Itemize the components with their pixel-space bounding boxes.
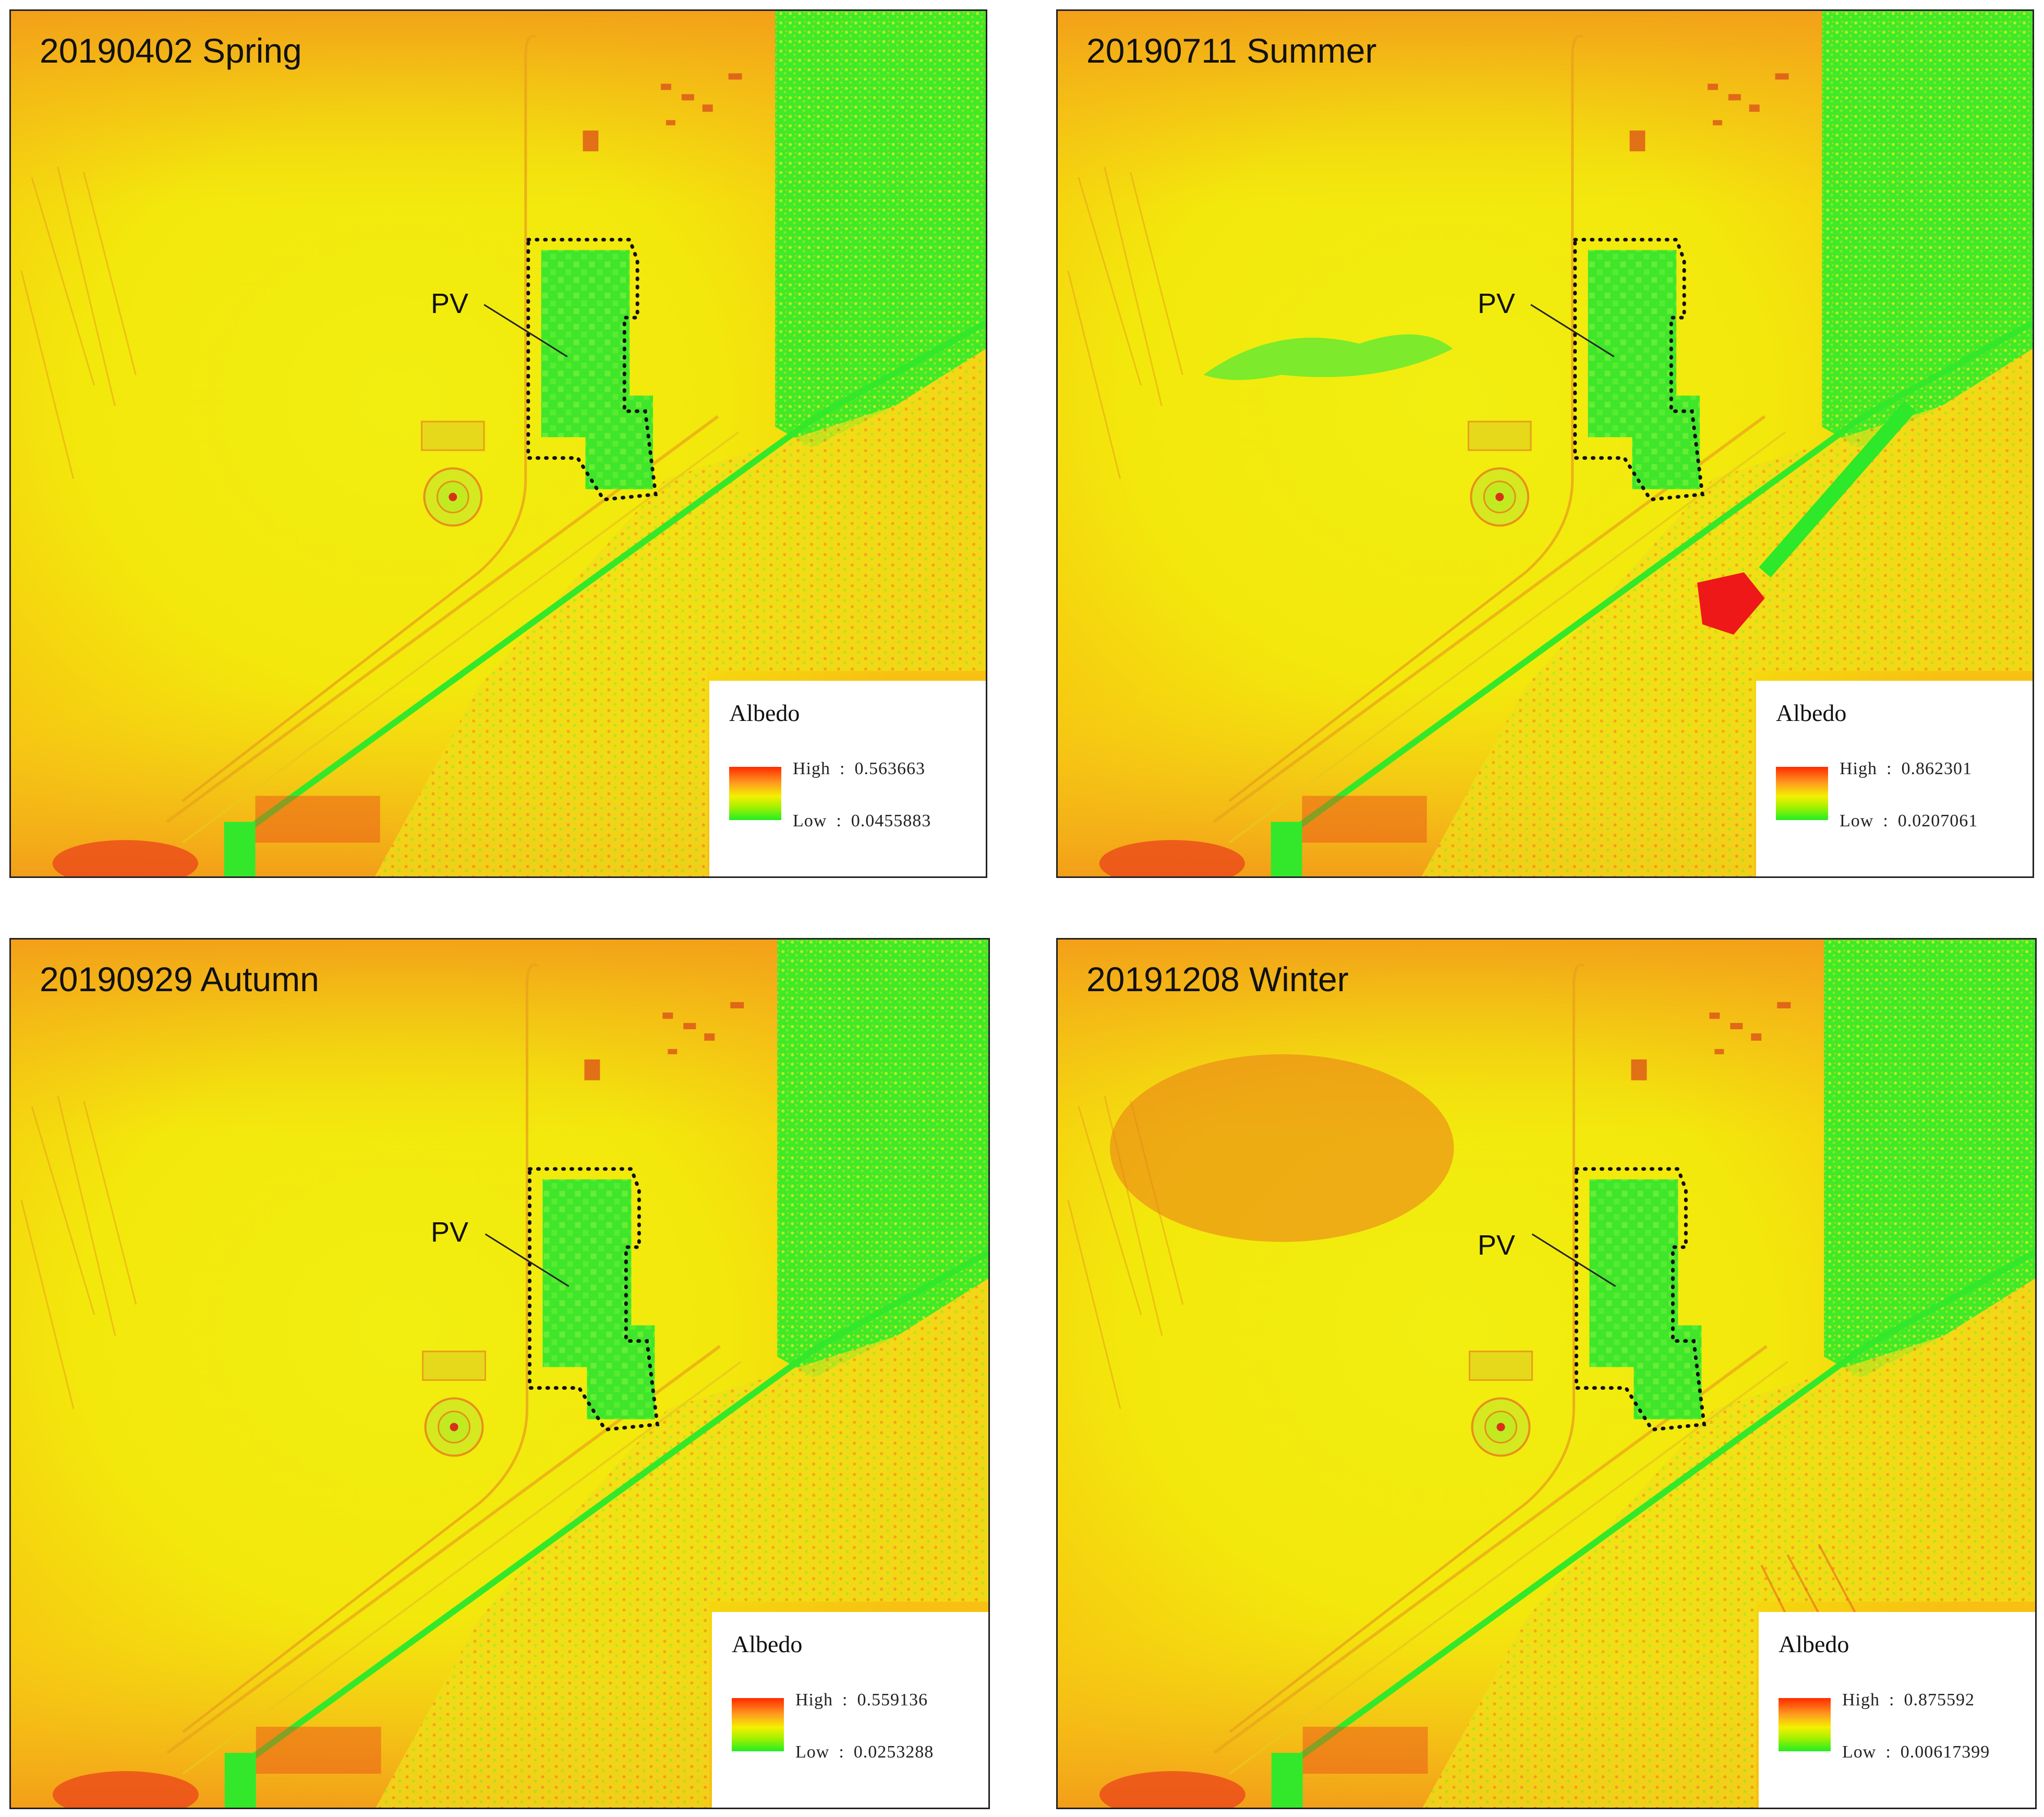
pv-label: PV — [431, 288, 469, 319]
legend-low-value: 0.0455883 — [851, 811, 932, 831]
panel-title: 20190711 Summer — [1086, 31, 1377, 70]
legend-separator: : — [1883, 811, 1889, 831]
pv-label: PV — [1478, 288, 1516, 319]
legend-title: Albedo — [1776, 700, 1847, 726]
panel-title: 20190929 Autumn — [40, 960, 319, 998]
legend-low-value: 0.00617399 — [1900, 1742, 1990, 1762]
legend-high-label: High — [795, 1690, 833, 1710]
legend-low-value: 0.0253288 — [853, 1742, 934, 1762]
legend-color-ramp — [732, 1698, 784, 1751]
pv-label: PV — [431, 1217, 469, 1248]
legend-separator: : — [836, 811, 842, 831]
legend-high-value: 0.875592 — [1904, 1690, 1975, 1710]
legend-low: Low:0.0207061 — [1840, 811, 1978, 831]
legend-low-label: Low — [795, 1742, 830, 1762]
legend-separator: : — [839, 1742, 844, 1762]
legend-high-value: 0.862301 — [1901, 759, 1972, 778]
legend-separator: : — [842, 1690, 848, 1710]
map-panel-autumn: 20190929 Autumn PV Albedo High:0.559136 … — [9, 938, 990, 1809]
legend-low: Low:0.0455883 — [793, 811, 931, 831]
legend-separator: : — [1886, 759, 1892, 778]
legend-high-label: High — [1840, 759, 1877, 778]
legend-title: Albedo — [729, 700, 800, 726]
legend-low: Low:0.0253288 — [795, 1742, 934, 1762]
legend: Albedo High:0.875592 Low:0.00617399 — [1759, 1612, 2035, 1808]
legend: Albedo High:0.563663 Low:0.0455883 — [709, 681, 986, 876]
legend-low: Low:0.00617399 — [1842, 1742, 1990, 1762]
map-panel-summer: 20190711 Summer PV Albedo High:0.862301 … — [1056, 9, 2034, 878]
legend-title: Albedo — [1779, 1631, 1849, 1657]
legend-separator: : — [1889, 1690, 1895, 1710]
legend-high: High:0.862301 — [1840, 759, 1972, 779]
legend-color-ramp — [1779, 1698, 1831, 1751]
legend: Albedo High:0.559136 Low:0.0253288 — [712, 1612, 988, 1808]
legend-low-label: Low — [1840, 811, 1874, 831]
legend-low-value: 0.0207061 — [1897, 811, 1978, 831]
legend-high: High:0.875592 — [1842, 1690, 1975, 1710]
legend-title: Albedo — [732, 1631, 803, 1657]
legend: Albedo High:0.862301 Low:0.0207061 — [1756, 681, 2033, 876]
legend-separator: : — [1885, 1742, 1891, 1762]
panel-title: 20191208 Winter — [1086, 960, 1349, 998]
legend-low-label: Low — [793, 811, 827, 831]
legend-separator: : — [840, 759, 845, 778]
legend-high-label: High — [793, 759, 830, 778]
legend-high: High:0.563663 — [793, 759, 925, 779]
legend-low-label: Low — [1842, 1742, 1877, 1762]
map-panel-winter: 20191208 Winter PV Albedo High:0.875592 … — [1056, 938, 2037, 1809]
legend-high-label: High — [1842, 1690, 1880, 1710]
legend-high-value: 0.559136 — [857, 1690, 928, 1710]
legend-high: High:0.559136 — [795, 1690, 928, 1710]
panel-title: 20190402 Spring — [40, 31, 302, 70]
legend-color-ramp — [729, 767, 781, 820]
pv-label: PV — [1478, 1230, 1516, 1261]
map-panel-spring: 20190402 Spring PV Albedo High:0.563663 … — [9, 9, 987, 878]
legend-color-ramp — [1776, 767, 1828, 820]
legend-high-value: 0.563663 — [854, 759, 925, 778]
